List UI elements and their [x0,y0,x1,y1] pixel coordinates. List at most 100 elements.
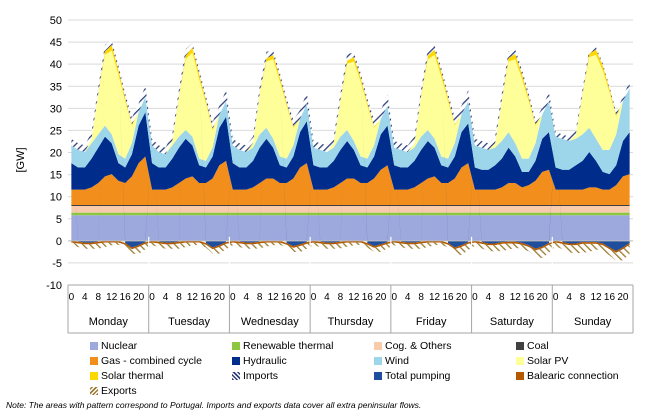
area-coal [71,205,630,206]
y-tick-label: 20 [50,148,62,160]
hour-tick-label: 12 [268,292,280,303]
y-tick-label: -5 [52,258,62,270]
area-balearic-connection [71,240,630,253]
legend-label: Balearic connection [527,370,619,382]
hour-tick-label: 16 [120,292,132,303]
hour-tick-label: 8 [580,292,586,303]
y-tick-label: 40 [50,59,62,71]
hour-tick-label: 20 [375,292,387,303]
legend-item-gas-combined-cycle: Gas - combined cycle [90,354,232,368]
area-series [71,40,630,261]
y-axis-label: [GW] [15,147,27,172]
legend-label: Renewable thermal [243,340,334,352]
legend-item-imports: Imports [232,369,374,383]
legend-item-nuclear: Nuclear [90,339,232,353]
hour-tick-label: 4 [243,292,249,303]
day-label: Sunday [574,316,612,328]
hour-tick-label: 12 [590,292,602,303]
y-tick-label: 50 [50,15,62,27]
legend-label: Nuclear [101,340,138,352]
legend-swatch [516,357,524,365]
hour-tick-label: 20 [133,292,145,303]
hour-tick-label: 8 [95,292,101,303]
hour-tick-label: 0 [553,292,559,303]
day-label: Thursday [328,316,374,328]
hour-tick-label: 4 [486,292,492,303]
hour-tick-label: 8 [176,292,182,303]
y-tick-label: 30 [50,103,62,115]
legend-item-exports: Exports [90,384,232,398]
legend-swatch [90,387,98,395]
hour-tick-label: 12 [429,292,441,303]
legend-label: Solar thermal [101,370,164,382]
legend-label: Total pumping [385,370,451,382]
chart-note: Note: The areas with pattern correspond … [6,400,422,410]
hour-tick-label: 0 [472,292,478,303]
hour-tick-label: 12 [348,292,360,303]
hour-tick-label: 4 [405,292,411,303]
legend-label: Solar PV [527,355,569,367]
y-tick-label: -10 [46,280,62,292]
hour-tick-label: 16 [442,292,454,303]
legend-swatch [374,357,382,365]
y-tick-label: 25 [50,125,62,137]
hour-tick-label: 0 [149,292,155,303]
legend-label: Wind [385,355,409,367]
hour-tick-label: 20 [537,292,549,303]
area-wind [71,88,630,175]
legend-item-hydraulic: Hydraulic [232,354,374,368]
day-label: Tuesday [168,316,210,328]
legend-item-renewable-thermal: Renewable thermal [232,339,374,353]
area-gas-combined-cycle [71,156,630,206]
y-tick-label: 10 [50,192,62,204]
hour-tick-label: 0 [391,292,397,303]
hour-tick-label: 16 [523,292,535,303]
y-tick-label: 5 [56,214,62,226]
day-label: Monday [89,316,129,328]
hour-tick-label: 8 [338,292,344,303]
hour-tick-label: 20 [294,292,306,303]
hour-tick-label: 12 [510,292,522,303]
legend: Nuclear Renewable thermal Cog. & Others Coa… [90,339,648,398]
hour-tick-label: 12 [106,292,118,303]
legend-swatch [374,372,382,380]
legend-item-coal: Coal [516,339,646,353]
legend-label: Cog. & Others [385,340,452,352]
legend-swatch [232,357,240,365]
hour-tick-label: 16 [200,292,212,303]
hour-tick-label: 4 [324,292,330,303]
legend-swatch [90,372,98,380]
hour-tick-label: 12 [187,292,199,303]
legend-item-total-pumping: Total pumping [374,369,516,383]
y-tick-label: 0 [56,236,62,248]
legend-label: Coal [527,340,549,352]
day-label: Saturday [490,316,535,328]
legend-swatch [516,342,524,350]
legend-swatch [232,342,240,350]
y-tick-label: 45 [50,37,62,49]
area-renewable-thermal [71,212,630,216]
legend-item-wind: Wind [374,354,516,368]
legend-swatch [232,372,240,380]
hour-tick-label: 4 [82,292,88,303]
area-cog-others [71,205,630,213]
legend-swatch [516,372,524,380]
hour-tick-label: 0 [311,292,317,303]
day-label: Friday [416,316,447,328]
hour-tick-label: 4 [163,292,169,303]
legend-label: Hydraulic [243,355,287,367]
hour-tick-label: 0 [230,292,236,303]
hour-tick-label: 4 [566,292,572,303]
area-nuclear [71,215,630,241]
legend-item-balearic-connection: Balearic connection [516,369,646,383]
hour-tick-label: 20 [214,292,226,303]
area-hydraulic [71,112,630,190]
legend-label: Imports [243,370,279,382]
legend-label: Exports [101,385,137,397]
hour-tick-label: 20 [617,292,629,303]
hour-tick-label: 8 [499,292,505,303]
area-exports [71,242,630,261]
legend-swatch [90,342,98,350]
